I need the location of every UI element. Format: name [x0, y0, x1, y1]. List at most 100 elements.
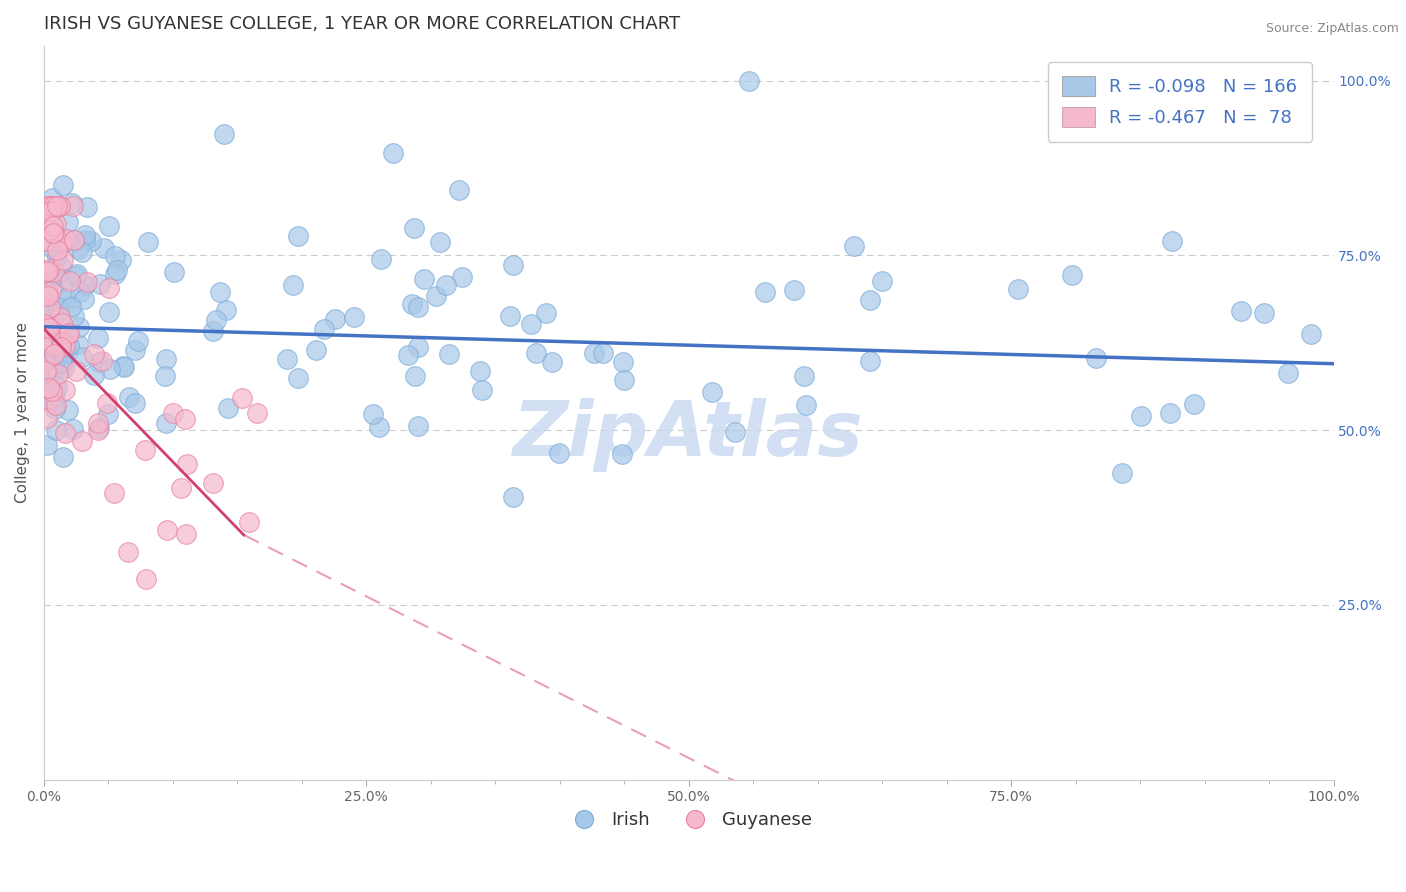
- Point: [406, 301, 429, 315]
- Point: [35, 234, 58, 248]
- Point: [502, 490, 524, 504]
- Point: [62, 199, 84, 213]
- Point: [163, 264, 186, 278]
- Point: [46, 367, 69, 381]
- Point: [58, 338, 80, 352]
- Point: [37, 380, 59, 394]
- Point: [41, 351, 63, 366]
- Point: [55, 232, 77, 246]
- Point: [89, 354, 111, 368]
- Point: [67, 337, 90, 351]
- Point: [46, 244, 69, 258]
- Point: [451, 270, 474, 285]
- Point: [86, 331, 108, 345]
- Point: [1085, 351, 1108, 366]
- Point: [39, 318, 62, 332]
- Legend: Irish, Guyanese: Irish, Guyanese: [558, 805, 818, 837]
- Point: [63, 233, 86, 247]
- Point: [156, 523, 179, 537]
- Point: [541, 355, 564, 369]
- Point: [75, 277, 97, 292]
- Point: [37, 264, 59, 278]
- Point: [343, 310, 366, 324]
- Point: [1130, 409, 1153, 423]
- Point: [548, 446, 571, 460]
- Point: [406, 418, 429, 433]
- Point: [45, 199, 67, 213]
- Point: [793, 369, 815, 384]
- Point: [153, 369, 176, 384]
- Point: [34, 318, 56, 332]
- Point: [45, 217, 67, 231]
- Point: [51, 340, 73, 354]
- Point: [155, 417, 177, 431]
- Point: [42, 347, 65, 361]
- Point: [1111, 466, 1133, 480]
- Point: [41, 336, 63, 351]
- Point: [162, 406, 184, 420]
- Point: [287, 371, 309, 385]
- Point: [97, 219, 120, 233]
- Point: [127, 334, 149, 348]
- Point: [37, 363, 59, 377]
- Point: [38, 314, 60, 328]
- Point: [58, 326, 80, 340]
- Point: [75, 234, 97, 248]
- Text: ZipAtlas: ZipAtlas: [513, 398, 865, 472]
- Point: [90, 354, 112, 368]
- Point: [63, 233, 86, 247]
- Point: [1159, 406, 1181, 420]
- Point: [44, 401, 66, 416]
- Point: [51, 356, 73, 370]
- Point: [52, 253, 75, 268]
- Point: [44, 392, 66, 406]
- Point: [56, 215, 79, 229]
- Point: [44, 338, 66, 352]
- Point: [170, 481, 193, 495]
- Point: [1301, 327, 1323, 342]
- Point: [499, 309, 522, 323]
- Point: [534, 305, 557, 319]
- Point: [214, 303, 236, 318]
- Point: [1060, 268, 1083, 282]
- Point: [96, 396, 118, 410]
- Point: [592, 346, 614, 360]
- Point: [583, 345, 606, 359]
- Point: [37, 286, 59, 301]
- Point: [502, 258, 524, 272]
- Point: [46, 250, 69, 264]
- Point: [67, 319, 90, 334]
- Point: [174, 412, 197, 426]
- Point: [87, 421, 110, 435]
- Point: [37, 278, 59, 293]
- Point: [98, 361, 121, 376]
- Point: [76, 276, 98, 290]
- Point: [37, 392, 59, 407]
- Point: [1161, 235, 1184, 249]
- Point: [58, 274, 80, 288]
- Point: [872, 274, 894, 288]
- Point: [44, 325, 66, 339]
- Point: [66, 267, 89, 281]
- Point: [217, 401, 239, 416]
- Point: [134, 442, 156, 457]
- Point: [783, 283, 806, 297]
- Point: [53, 338, 76, 352]
- Point: [45, 423, 67, 437]
- Point: [1277, 366, 1299, 380]
- Point: [38, 381, 60, 395]
- Point: [73, 292, 96, 306]
- Point: [104, 267, 127, 281]
- Point: [408, 340, 430, 354]
- Point: [413, 272, 436, 286]
- Point: [35, 210, 58, 224]
- Point: [38, 300, 60, 314]
- Point: [437, 346, 460, 360]
- Point: [48, 303, 70, 318]
- Point: [38, 382, 60, 396]
- Point: [34, 265, 56, 279]
- Point: [312, 321, 335, 335]
- Point: [51, 235, 73, 250]
- Point: [42, 226, 65, 240]
- Point: [79, 235, 101, 249]
